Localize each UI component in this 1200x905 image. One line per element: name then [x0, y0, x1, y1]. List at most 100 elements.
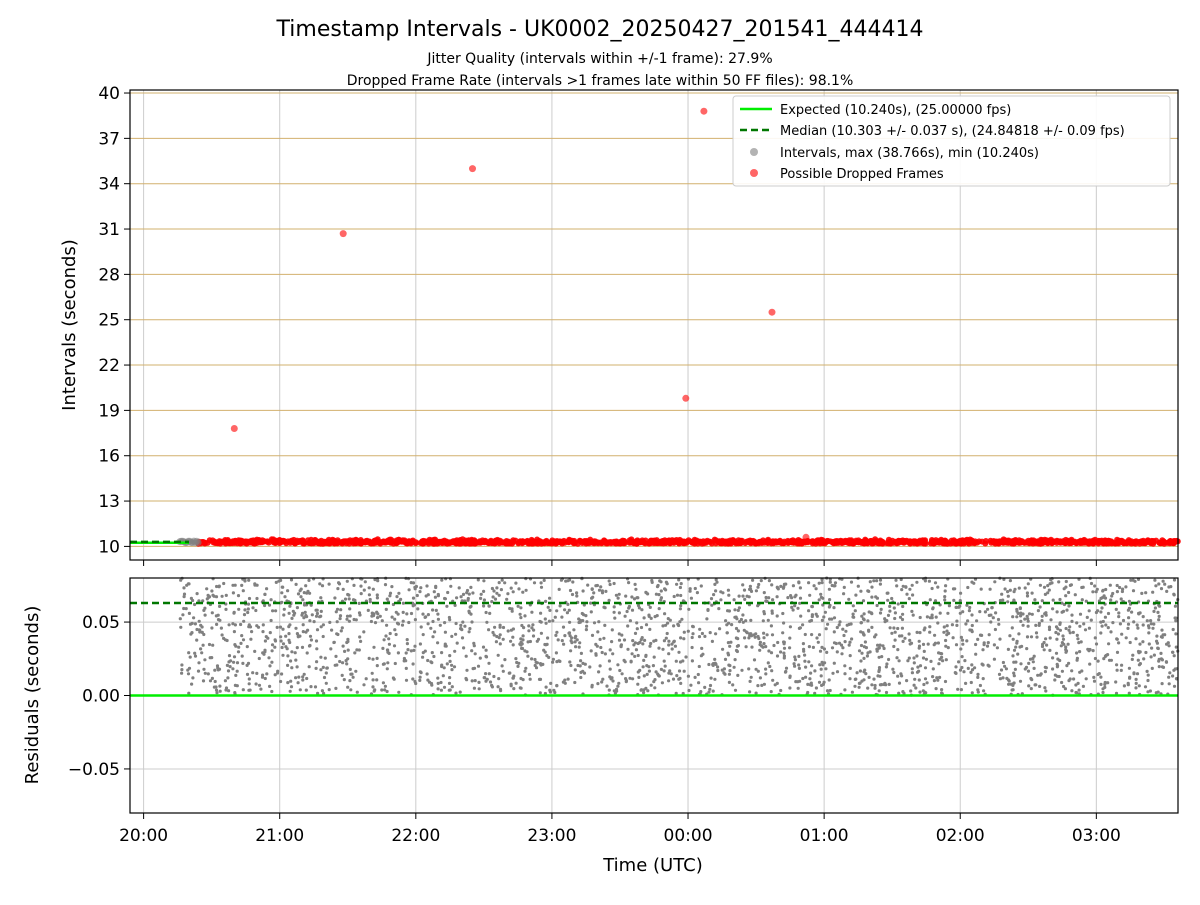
residual-point	[295, 606, 299, 610]
residual-point	[454, 632, 458, 636]
residual-point	[246, 610, 250, 615]
residual-point	[695, 591, 700, 595]
residual-point	[719, 590, 723, 594]
residual-point	[911, 593, 915, 597]
residual-point	[875, 579, 879, 583]
residual-point	[373, 621, 378, 625]
residual-point	[938, 611, 942, 615]
residual-point	[518, 642, 522, 646]
residual-point	[817, 598, 821, 602]
residual-point	[711, 663, 715, 668]
residual-point	[858, 669, 863, 673]
residual-point	[294, 626, 298, 630]
residual-point	[1174, 616, 1178, 620]
residual-point	[879, 607, 883, 612]
residual-point	[235, 669, 239, 673]
residual-point	[1044, 689, 1048, 693]
residual-point	[216, 618, 221, 622]
dropped-band-point	[288, 537, 295, 544]
residual-point	[771, 598, 775, 602]
residual-point	[215, 691, 219, 695]
residual-point	[963, 659, 967, 663]
residual-point	[335, 620, 339, 624]
residual-point	[223, 638, 227, 642]
residual-point	[620, 633, 624, 637]
residual-point	[394, 632, 398, 637]
residual-point	[886, 598, 890, 602]
residual-point	[251, 671, 255, 675]
residual-point	[1070, 613, 1074, 617]
residual-point	[1152, 609, 1156, 614]
residual-point	[820, 581, 824, 585]
residual-point	[807, 581, 811, 585]
residual-point	[712, 593, 716, 597]
residual-point	[327, 688, 331, 692]
residual-point	[227, 689, 231, 693]
residual-point	[1019, 662, 1023, 666]
legend-dropped-marker	[750, 169, 758, 177]
residual-point	[307, 665, 311, 669]
dropped-band-point	[837, 537, 844, 544]
residual-point	[304, 688, 308, 692]
dropped-band-point	[394, 537, 400, 544]
residual-point	[1167, 644, 1171, 648]
residual-point	[872, 579, 876, 583]
residual-point	[684, 655, 688, 659]
residual-point	[797, 626, 802, 631]
residual-point	[592, 591, 596, 595]
residual-point	[1160, 635, 1164, 639]
residual-point	[1174, 632, 1178, 636]
residual-point	[490, 600, 494, 604]
residual-point	[418, 642, 422, 646]
residual-point	[674, 659, 678, 663]
residual-point	[698, 627, 702, 631]
residual-point	[454, 621, 458, 626]
residual-point	[516, 664, 520, 669]
residual-point	[281, 653, 285, 657]
residual-point	[1042, 585, 1047, 589]
residual-point	[400, 623, 405, 627]
residual-point	[762, 591, 766, 595]
residual-point	[659, 589, 663, 593]
residual-point	[959, 688, 964, 692]
residual-point	[901, 612, 905, 616]
residual-point	[828, 688, 832, 693]
residual-point	[1021, 623, 1025, 627]
residual-point	[523, 614, 527, 618]
residual-point	[313, 685, 318, 689]
residual-point	[597, 670, 601, 674]
residual-point	[357, 648, 361, 652]
residual-point	[1012, 671, 1016, 675]
residual-point	[667, 652, 671, 656]
residual-point	[1049, 618, 1053, 622]
residual-point	[642, 688, 646, 692]
residual-point	[670, 647, 674, 651]
residual-point	[1172, 668, 1176, 672]
residual-point	[966, 585, 970, 590]
residual-point	[602, 605, 606, 609]
residual-point	[202, 632, 206, 637]
residual-point	[1171, 650, 1175, 654]
residual-point	[803, 632, 807, 637]
residual-point	[539, 611, 543, 615]
residual-point	[925, 615, 930, 619]
residual-point	[237, 645, 241, 649]
residual-point	[518, 686, 522, 690]
residual-point	[877, 666, 882, 670]
residual-point	[598, 637, 602, 642]
residual-point	[884, 683, 888, 687]
residual-point	[818, 663, 822, 667]
residual-point	[662, 659, 666, 663]
residual-point	[1115, 637, 1119, 641]
residual-point	[966, 619, 970, 623]
dropped-band-point	[1153, 537, 1160, 544]
residual-point	[180, 663, 184, 667]
residual-point	[677, 578, 681, 582]
residual-point	[992, 643, 997, 647]
residual-point	[843, 640, 847, 644]
residual-point	[938, 675, 942, 680]
residual-point	[726, 588, 731, 592]
residual-point	[210, 676, 214, 681]
residual-point	[308, 634, 313, 638]
residual-point	[1023, 617, 1027, 621]
